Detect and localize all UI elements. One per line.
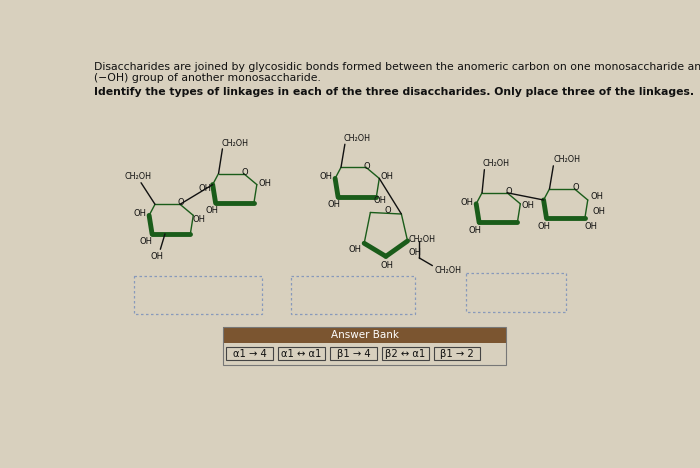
Text: OH: OH <box>461 198 473 207</box>
Text: OH: OH <box>381 261 394 270</box>
Text: β2 ↔ α1: β2 ↔ α1 <box>385 349 426 359</box>
Text: OH: OH <box>469 226 482 234</box>
Text: OH: OH <box>584 222 598 231</box>
Text: Identify the types of linkages in each of the three disaccharides. Only place th: Identify the types of linkages in each o… <box>94 87 694 97</box>
Text: O: O <box>505 187 512 196</box>
Text: OH: OH <box>258 179 271 188</box>
Text: OH: OH <box>198 184 211 193</box>
Text: OH: OH <box>538 222 551 231</box>
Text: O: O <box>364 162 370 171</box>
Text: O: O <box>573 183 579 192</box>
Bar <box>223 327 506 343</box>
Text: CH₂OH: CH₂OH <box>344 134 371 143</box>
Text: CH₂OH: CH₂OH <box>125 172 151 181</box>
Bar <box>223 327 506 365</box>
Text: OH: OH <box>349 245 361 254</box>
Bar <box>278 347 325 360</box>
Text: Disaccharides are joined by glycosidic bonds formed between the anomeric carbon : Disaccharides are joined by glycosidic b… <box>94 62 700 73</box>
Bar <box>382 347 428 360</box>
Text: CH₂OH: CH₂OH <box>435 266 461 275</box>
Text: OH: OH <box>328 200 341 209</box>
Bar <box>226 347 273 360</box>
Text: OH: OH <box>522 201 535 210</box>
Text: OH: OH <box>133 209 146 219</box>
Text: O: O <box>241 168 248 177</box>
Text: OH: OH <box>193 215 206 224</box>
Text: α1 ↔ α1: α1 ↔ α1 <box>281 349 321 359</box>
Text: CH₂OH: CH₂OH <box>221 139 248 148</box>
Text: OH: OH <box>319 172 332 182</box>
Text: O: O <box>384 206 391 215</box>
Text: OH: OH <box>591 192 603 201</box>
Text: (−OH) group of another monosaccharide.: (−OH) group of another monosaccharide. <box>94 73 321 83</box>
Text: CH₂OH: CH₂OH <box>482 159 510 168</box>
Bar <box>434 347 480 360</box>
Text: OH: OH <box>374 196 386 205</box>
Text: OH: OH <box>150 252 164 262</box>
Text: OH: OH <box>593 207 606 216</box>
Text: O: O <box>178 198 185 207</box>
Text: CH₂OH: CH₂OH <box>408 235 435 244</box>
Bar <box>466 273 566 312</box>
Text: OH: OH <box>139 237 153 246</box>
Text: β1 → 2: β1 → 2 <box>440 349 474 359</box>
Bar <box>290 276 414 314</box>
Text: OH: OH <box>381 172 393 182</box>
Text: OH: OH <box>409 248 422 257</box>
Bar <box>330 347 377 360</box>
Text: OH: OH <box>205 206 218 215</box>
Bar <box>134 276 262 314</box>
Text: β1 → 4: β1 → 4 <box>337 349 370 359</box>
Text: Answer Bank: Answer Bank <box>330 330 398 340</box>
Text: α1 → 4: α1 → 4 <box>232 349 266 359</box>
Text: CH₂OH: CH₂OH <box>553 155 580 164</box>
